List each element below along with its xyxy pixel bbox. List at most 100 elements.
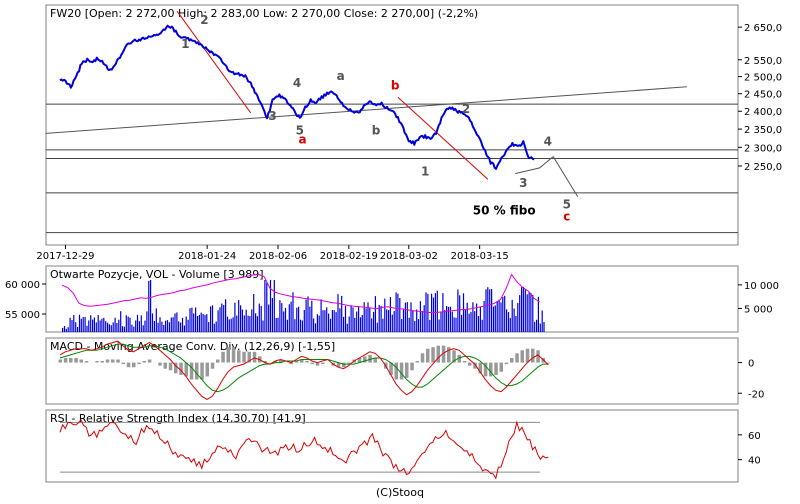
volume-bar xyxy=(502,297,504,332)
price-axis-label: 2 500,0 xyxy=(744,73,782,84)
volume-bar xyxy=(163,324,165,332)
macd-axis-label: -20 xyxy=(748,389,764,400)
volume-bar xyxy=(120,311,122,332)
volume-bar xyxy=(543,322,545,332)
volume-panel: Otwarte Pozycje, VOL - Volume [3 989] 60… xyxy=(5,265,779,333)
volume-bar xyxy=(408,317,410,332)
volume-bar xyxy=(528,292,530,332)
macd-histogram-bar xyxy=(399,362,404,380)
volume-bar xyxy=(476,303,478,332)
volume-bar xyxy=(135,320,137,332)
volume-bar xyxy=(245,309,247,332)
volume-bar xyxy=(350,305,352,332)
volume-bar xyxy=(200,312,202,332)
macd-histogram-bar xyxy=(163,362,167,369)
volume-bar xyxy=(404,302,406,332)
volume-bar xyxy=(210,306,212,332)
price-axis-label: 2 400,0 xyxy=(744,107,782,118)
red-trend-line xyxy=(397,96,489,180)
volume-bar xyxy=(389,297,391,332)
volume-bar xyxy=(269,280,272,332)
volume-bar xyxy=(183,325,185,332)
volume-bar xyxy=(150,280,152,332)
volume-bar xyxy=(69,317,71,332)
volume-bar xyxy=(479,306,481,332)
volume-bar xyxy=(457,289,459,332)
macd-histogram-bar xyxy=(357,358,362,363)
volume-bar xyxy=(151,313,154,332)
volume-bar xyxy=(86,325,88,332)
volume-bar xyxy=(172,317,174,332)
volume-bar xyxy=(513,308,515,332)
macd-histogram-bar xyxy=(100,361,104,363)
volume-panel-title: Otwarte Pozycje, VOL - Volume [3 989] xyxy=(50,268,264,281)
volume-bar xyxy=(303,310,305,332)
volume-bar xyxy=(146,311,148,332)
volume-bar xyxy=(174,313,176,332)
macd-histogram-bar xyxy=(121,362,125,365)
volume-bar xyxy=(410,302,412,332)
volume-bar xyxy=(438,319,440,332)
volume-bar xyxy=(279,300,281,332)
volume-bar xyxy=(532,294,534,332)
volume-bar xyxy=(103,317,105,332)
volume-bar xyxy=(333,310,335,332)
volume-bar xyxy=(335,312,337,332)
wave-label: 1 xyxy=(181,37,189,51)
macd-histogram-bar xyxy=(462,361,467,363)
volume-bar xyxy=(481,319,483,332)
volume-bar xyxy=(307,296,309,332)
macd-histogram-bar xyxy=(499,362,503,372)
volume-bar xyxy=(378,304,380,332)
macd-histogram-bar xyxy=(168,362,173,371)
price-axis-label: 2 550,0 xyxy=(744,56,782,67)
macd-histogram-bar xyxy=(216,359,220,363)
volume-bar xyxy=(326,307,328,332)
wave-label: 1 xyxy=(421,164,429,178)
macd-histogram-bar xyxy=(242,351,246,363)
volume-bar xyxy=(359,317,362,332)
price-panel-frame xyxy=(45,4,739,246)
volume-bar xyxy=(240,305,242,332)
volume-bar xyxy=(406,302,408,332)
volume-bar xyxy=(187,319,189,332)
macd-histogram-bar xyxy=(342,362,346,368)
volume-bar xyxy=(82,317,84,332)
volume-bar xyxy=(193,313,195,332)
price-axis-label: 2 250,0 xyxy=(744,162,782,173)
macd-histogram-bar xyxy=(95,361,99,363)
macd-histogram-bar xyxy=(389,362,393,375)
volume-bar xyxy=(455,317,457,332)
volume-bar xyxy=(515,316,517,332)
volume-bar xyxy=(320,299,322,332)
volume-bar xyxy=(271,298,273,332)
volume-bar xyxy=(153,321,155,332)
volume-bar xyxy=(468,313,470,332)
volume-bar xyxy=(198,314,200,332)
wave-label: a xyxy=(337,69,345,83)
volume-bar xyxy=(522,286,524,332)
date-axis-label: 2018-01-24 xyxy=(178,251,236,262)
macd-histogram-bar xyxy=(142,361,146,363)
volume-bar xyxy=(346,323,348,332)
volume-bar xyxy=(487,287,489,332)
wave-label: 2 xyxy=(462,102,470,116)
volume-bar xyxy=(500,302,502,332)
volume-bar xyxy=(286,319,288,332)
volume-bar xyxy=(507,312,510,332)
macd-histogram-bar xyxy=(531,348,535,363)
volume-bar xyxy=(101,318,103,332)
macd-histogram-bar xyxy=(184,362,188,377)
macd-panel: MACD - Moving Average Conv. Div. (12,26,… xyxy=(45,337,764,405)
volume-bar xyxy=(140,315,142,332)
macd-histogram-bar xyxy=(452,350,456,363)
volume-bar xyxy=(367,302,369,332)
volume-bar xyxy=(127,316,129,332)
gray-trend-line xyxy=(514,155,579,197)
volume-bar xyxy=(202,314,204,332)
volume-bar xyxy=(277,317,279,332)
macd-histogram-bar xyxy=(179,362,183,375)
macd-histogram-bar xyxy=(368,354,372,363)
volume-bar xyxy=(211,305,214,332)
